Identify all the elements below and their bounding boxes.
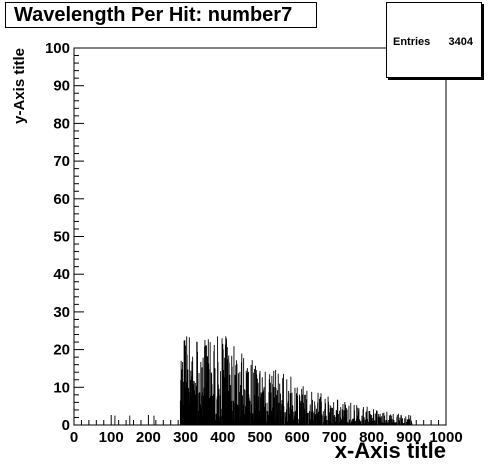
x-tick-label: 800 — [359, 429, 384, 446]
y-tick-label: 100 — [45, 40, 70, 57]
x-tick-label: 700 — [322, 429, 347, 446]
stats-entries-label: Entries — [393, 36, 431, 48]
y-tick-label: 0 — [62, 417, 70, 434]
x-tick-label: 300 — [173, 429, 198, 446]
x-tick-label: 200 — [136, 429, 161, 446]
y-axis-ticks: 0 10 20 30 40 50 60 70 80 90 100 — [45, 40, 84, 434]
y-axis-label: y-Axis title — [11, 48, 28, 124]
y-tick-label: 20 — [53, 342, 70, 359]
x-tick-label: 400 — [210, 429, 235, 446]
y-tick-label: 60 — [53, 191, 70, 208]
histogram-bars — [114, 336, 413, 425]
x-tick-label: 100 — [99, 429, 124, 446]
y-tick-label: 30 — [53, 304, 70, 321]
y-tick-label: 80 — [53, 115, 70, 132]
stats-box: Entries 3404 — [386, 2, 482, 78]
stats-entries-value: 3404 — [448, 36, 473, 48]
y-tick-label: 50 — [53, 229, 70, 246]
chart-title: Wavelength Per Hit: number7 — [5, 2, 317, 28]
x-tick-label: 1000 — [429, 429, 462, 446]
x-tick-label: 600 — [285, 429, 310, 446]
y-tick-label: 70 — [53, 153, 70, 170]
y-tick-label: 40 — [53, 266, 70, 283]
x-axis-label: x-Axis title — [335, 438, 446, 463]
x-tick-label: 900 — [396, 429, 421, 446]
plot-frame — [73, 47, 447, 426]
x-axis-ticks: 0 100 200 300 400 500 600 700 800 900 1000 — [70, 415, 463, 446]
x-tick-label: 500 — [247, 429, 272, 446]
x-tick-label: 0 — [70, 429, 78, 446]
y-tick-label: 10 — [53, 379, 70, 396]
y-tick-label: 90 — [53, 78, 70, 95]
chart-title-text: Wavelength Per Hit: number7 — [14, 4, 293, 26]
